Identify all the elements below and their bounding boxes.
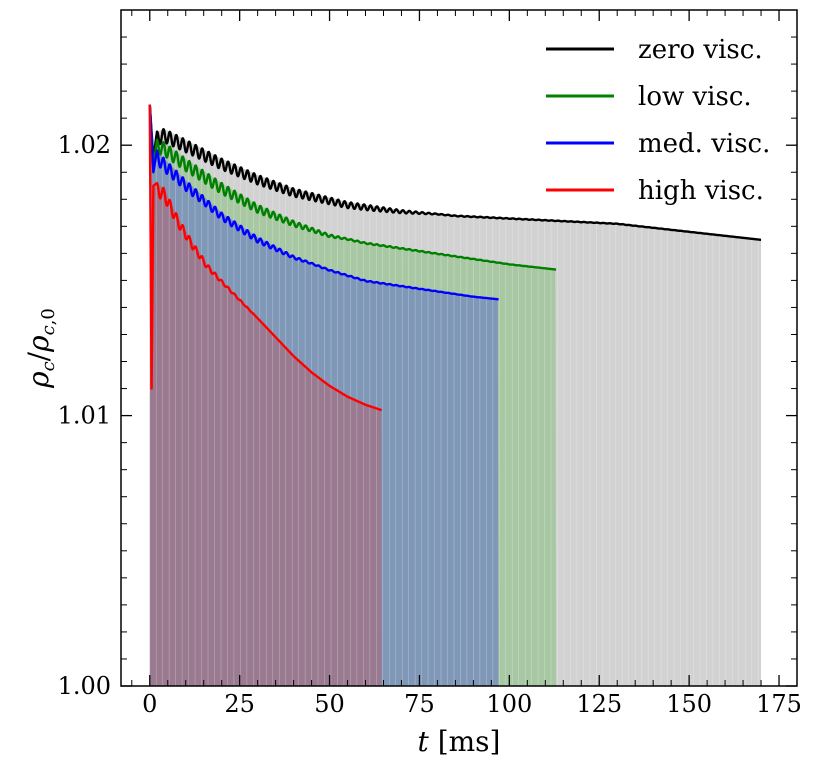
legend: zero visc. low visc. med. visc. high visc. (546, 35, 770, 206)
y-tick-label: 1.00 (58, 672, 111, 700)
x-tick-label: 150 (666, 690, 712, 718)
oscillation-fills (149, 104, 762, 686)
axis-ticks (121, 10, 798, 687)
y-axis-label: ρc/ρc,0 (22, 308, 59, 389)
series-line-high-visc (148, 104, 383, 412)
legend-label-low-visc: low visc. (638, 82, 752, 112)
x-tick-label: 0 (142, 690, 157, 718)
x-tick-label: 175 (756, 690, 802, 718)
y-tick-label: 1.02 (58, 131, 111, 159)
y-tick-label: 1.01 (58, 402, 111, 430)
series-line-med-visc (148, 104, 500, 301)
x-tick-label: 125 (576, 690, 622, 718)
x-tick-label: 100 (486, 690, 532, 718)
series-line-zero-visc (148, 104, 763, 242)
fill-band-high-visc (149, 104, 382, 686)
x-tick-label: 25 (224, 690, 255, 718)
x-tick-label: 75 (404, 690, 435, 718)
x-axis-label: t [ms] (418, 725, 501, 758)
legend-label-zero-visc: zero visc. (638, 35, 763, 65)
x-tick-label: 50 (314, 690, 345, 718)
series-line-low-visc (148, 104, 558, 271)
svg-text:ρc/ρc,0: ρc/ρc,0 (22, 308, 59, 389)
legend-label-med-visc: med. visc. (638, 129, 770, 159)
fill-stripes-high-visc (149, 104, 377, 686)
series-lines (148, 104, 763, 412)
legend-label-high-visc: high visc. (638, 176, 764, 206)
tick-labels: 0 25 50 75 100 125 150 175 1.00 1.01 1.02 (58, 131, 802, 718)
plot-frame (120, 9, 798, 687)
